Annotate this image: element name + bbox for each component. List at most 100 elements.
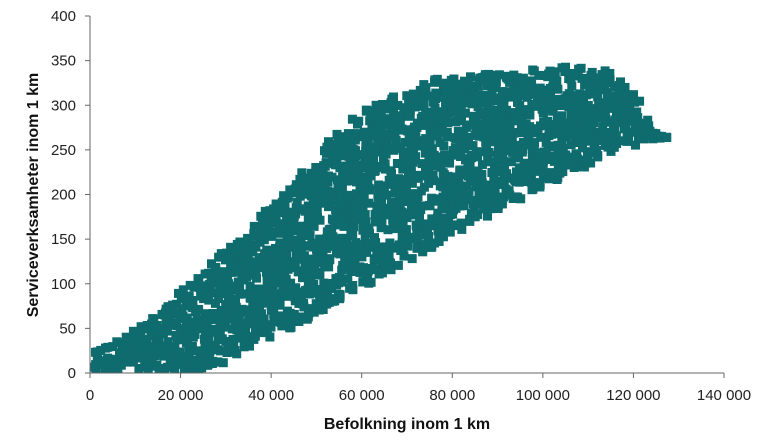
scatter-point xyxy=(607,134,616,144)
scatter-point xyxy=(315,269,325,279)
scatter-point xyxy=(287,241,297,251)
scatter-point xyxy=(377,217,387,227)
scatter-point xyxy=(224,279,234,289)
scatter-point xyxy=(550,67,560,77)
scatter-point xyxy=(476,147,486,157)
scatter-point xyxy=(478,202,488,212)
scatter-point xyxy=(414,101,424,111)
scatter-point xyxy=(213,268,222,278)
scatter-point xyxy=(574,158,583,168)
scatter-point xyxy=(631,115,641,125)
scatter-point xyxy=(214,325,224,335)
scatter-point xyxy=(463,171,473,181)
scatter-point xyxy=(250,323,260,332)
scatter-point xyxy=(379,183,389,193)
y-tick-label: 250 xyxy=(51,142,76,159)
scatter-point xyxy=(377,268,387,278)
scatter-point xyxy=(396,112,406,122)
scatter-point xyxy=(536,154,546,164)
y-tick-label: 100 xyxy=(51,276,76,293)
scatter-point xyxy=(591,75,601,85)
scatter-point xyxy=(325,255,335,265)
scatter-point xyxy=(577,73,587,83)
scatter-point xyxy=(586,71,596,80)
scatter-point xyxy=(269,309,279,319)
scatter-point xyxy=(264,283,274,293)
scatter-point xyxy=(558,148,568,158)
scatter-point xyxy=(583,147,592,157)
scatter-point xyxy=(177,304,187,314)
scatter-point xyxy=(395,120,405,130)
scatter-point xyxy=(242,245,252,255)
scatter-point xyxy=(546,123,556,132)
scatter-point xyxy=(369,152,378,162)
scatter-point xyxy=(387,202,397,211)
scatter-point xyxy=(278,314,288,324)
scatter-point xyxy=(333,175,342,185)
scatter-point xyxy=(567,94,577,104)
scatter-point xyxy=(558,167,568,177)
scatter-point xyxy=(399,251,409,261)
scatter-point xyxy=(260,249,270,259)
x-tick-label: 20 000 xyxy=(158,387,204,404)
scatter-point xyxy=(382,190,391,200)
scatter-point xyxy=(486,110,496,120)
scatter-point xyxy=(244,308,254,318)
scatter-point xyxy=(401,225,411,235)
scatter-point xyxy=(231,308,241,317)
scatter-point xyxy=(245,281,255,291)
x-tick-label: 40 000 xyxy=(248,387,294,404)
scatter-point xyxy=(368,239,378,249)
scatter-point xyxy=(490,191,500,201)
y-tick-label: 300 xyxy=(51,97,76,114)
scatter-point xyxy=(347,114,357,124)
scatter-point xyxy=(382,141,392,151)
scatter-point xyxy=(252,273,261,283)
scatter-point xyxy=(343,274,353,284)
scatter-point xyxy=(310,265,320,274)
scatter-point xyxy=(194,305,204,314)
scatter-point xyxy=(309,279,319,289)
scatter-point xyxy=(277,257,287,267)
scatter-point xyxy=(441,92,451,102)
scatter-point xyxy=(478,108,488,118)
scatter-point xyxy=(380,159,390,169)
scatter-point xyxy=(441,110,451,120)
scatter-point xyxy=(608,91,618,101)
scatter-point xyxy=(582,136,592,146)
scatter-point xyxy=(439,141,449,151)
scatter-point xyxy=(419,99,429,109)
scatter-point xyxy=(643,115,653,125)
scatter-point xyxy=(369,166,379,176)
scatter-point xyxy=(595,99,605,108)
scatter-point xyxy=(427,193,437,203)
scatter-point xyxy=(266,300,276,310)
scatter-point xyxy=(337,265,347,275)
scatter-point xyxy=(364,198,373,208)
scatter-point xyxy=(427,214,437,224)
scatter-point xyxy=(599,130,609,140)
scatter-point xyxy=(286,322,296,332)
scatter-point xyxy=(178,285,188,295)
scatter-point xyxy=(419,140,429,150)
scatter-point xyxy=(361,142,371,152)
scatter-point xyxy=(605,69,615,78)
scatter-point xyxy=(356,240,366,250)
scatter-point xyxy=(97,359,107,369)
scatter-point xyxy=(393,260,403,270)
scatter-point xyxy=(586,158,596,168)
scatter-point xyxy=(176,328,186,337)
scatter-point xyxy=(506,139,516,149)
scatter-point xyxy=(182,329,192,339)
scatter-point xyxy=(229,340,239,350)
scatter-point xyxy=(631,120,640,130)
scatter-point xyxy=(391,135,401,145)
scatter-point xyxy=(364,223,374,233)
scatter-point xyxy=(515,100,525,110)
scatter-point xyxy=(233,253,243,263)
scatter-point xyxy=(407,254,417,264)
scatter-point xyxy=(315,215,325,225)
scatter-point xyxy=(378,258,387,268)
scatter-point xyxy=(296,221,306,231)
scatter-point xyxy=(597,79,607,89)
